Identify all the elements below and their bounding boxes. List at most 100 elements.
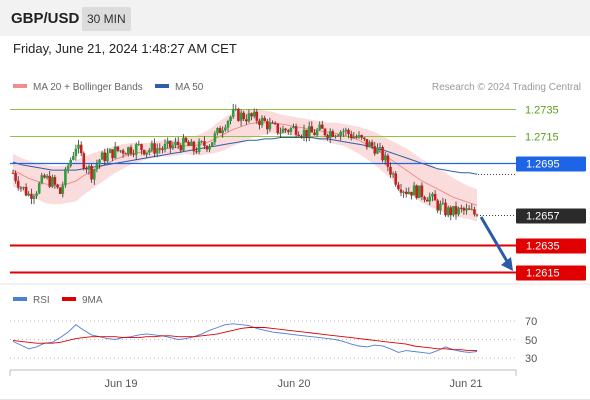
- candle-body: [467, 208, 471, 210]
- candle-body: [197, 141, 201, 152]
- candle-body: [51, 177, 54, 187]
- candle-body: [444, 202, 447, 216]
- candle-body: [218, 128, 222, 134]
- copyright-text: Research © 2024 Trading Central: [432, 82, 581, 93]
- x-tick-label: Jun 21: [449, 378, 482, 390]
- candle-body: [347, 129, 350, 134]
- candle-body: [190, 141, 193, 146]
- candle-body: [475, 214, 479, 216]
- candle-body: [74, 148, 78, 156]
- candle-body: [297, 134, 300, 137]
- candle-body: [98, 159, 101, 165]
- x-tick-label: Jun 19: [104, 378, 137, 390]
- candle-body: [155, 148, 159, 154]
- candle-body: [37, 183, 41, 194]
- candle-body: [349, 133, 353, 139]
- candle-body: [35, 193, 38, 197]
- candle-body: [11, 172, 15, 174]
- candle-body: [315, 129, 319, 136]
- candle-body: [113, 146, 117, 159]
- pivot-label: 1.2695: [526, 159, 560, 171]
- x-tick-label: Jun 20: [277, 378, 310, 390]
- candle-body: [169, 140, 172, 148]
- candle-body: [22, 187, 25, 188]
- candle-body: [389, 166, 392, 175]
- candle-body: [192, 141, 196, 152]
- candle-body: [134, 144, 138, 155]
- candle-body: [64, 168, 67, 186]
- candle-body: [433, 193, 437, 201]
- rsi-legend-label: RSI: [33, 295, 50, 306]
- candle-body: [171, 145, 175, 148]
- candle-body: [271, 122, 274, 124]
- candle-body: [307, 126, 311, 138]
- candle-body: [381, 147, 384, 161]
- resistance-label: 1.2715: [525, 132, 559, 144]
- candle-body: [61, 185, 65, 194]
- candle-body: [310, 126, 314, 133]
- candle-body: [45, 175, 49, 178]
- candle-body: [195, 151, 198, 153]
- candle-body: [30, 193, 33, 199]
- candle-body: [370, 142, 374, 147]
- last-price-label: 1.2657: [526, 211, 560, 223]
- rsi-tick-label: 50: [525, 335, 537, 347]
- candle-body: [85, 168, 88, 170]
- header-bar: GBP/USD 30 MIN: [0, 0, 590, 36]
- candle-body: [58, 187, 62, 194]
- candle-body: [221, 130, 224, 134]
- candle-body: [452, 206, 455, 216]
- candle-body: [339, 131, 342, 136]
- last-price-box: [516, 208, 586, 224]
- candle-body: [184, 137, 188, 142]
- candle-body: [252, 111, 256, 117]
- candle-body: [32, 196, 36, 199]
- candle-body: [245, 119, 248, 122]
- candle-body: [428, 196, 432, 202]
- candle-body: [121, 150, 125, 154]
- candle-body: [449, 207, 453, 216]
- candle-body: [150, 143, 154, 151]
- candle-body: [106, 153, 109, 162]
- candle-body: [43, 175, 46, 178]
- arrow-shaft: [479, 216, 510, 264]
- candle-body: [210, 142, 214, 147]
- candle-body: [255, 111, 259, 121]
- candle-body: [100, 152, 104, 160]
- candle-body: [239, 112, 243, 121]
- candle-body: [355, 136, 358, 138]
- candle-body: [357, 135, 361, 138]
- candle-body: [258, 120, 261, 125]
- candle-body: [231, 109, 235, 117]
- candle-body: [294, 126, 298, 135]
- candle-body: [260, 117, 264, 125]
- candle-body: [470, 209, 474, 211]
- candle-body: [365, 139, 369, 148]
- candle-body: [284, 128, 287, 131]
- pivot-label-box: [516, 156, 586, 172]
- candle-body: [383, 155, 387, 161]
- candle-body: [457, 207, 460, 215]
- candle-body: [163, 144, 167, 150]
- interval-button[interactable]: 30 MIN: [82, 7, 131, 31]
- candle-body: [352, 136, 356, 139]
- candle-body: [281, 128, 285, 133]
- candle-body: [142, 149, 146, 155]
- candle-body: [328, 131, 332, 139]
- rsi-line: [12, 323, 478, 354]
- candle-body: [132, 153, 135, 155]
- candle-body: [140, 144, 143, 150]
- candle-body: [302, 129, 306, 137]
- candle-body: [187, 141, 190, 146]
- candle-body: [87, 166, 91, 170]
- candle-body: [93, 169, 96, 180]
- candle-body: [412, 185, 416, 196]
- candle-body: [53, 177, 57, 185]
- rsi-tick-label: 70: [525, 316, 537, 328]
- candle-body: [77, 144, 80, 149]
- candle-body: [137, 144, 141, 146]
- rsi-tick-label: 30: [525, 353, 537, 365]
- candle-body: [111, 149, 114, 159]
- candle-body: [344, 129, 348, 132]
- candle-body: [336, 135, 340, 137]
